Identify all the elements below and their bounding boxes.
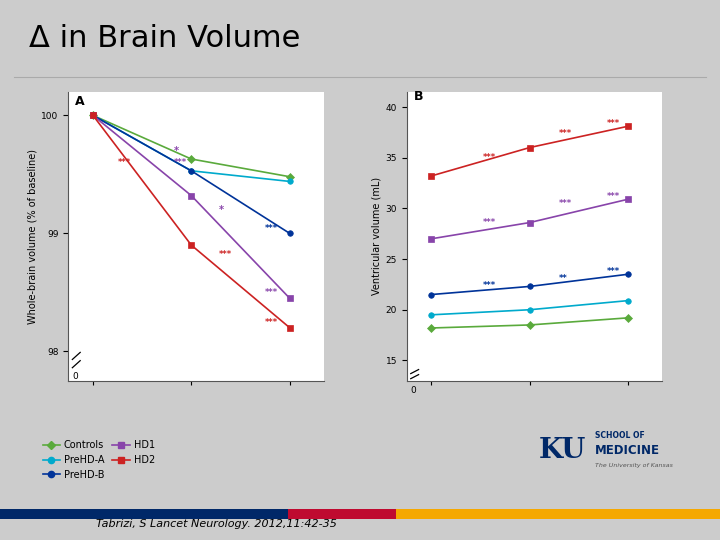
Text: 0: 0 xyxy=(411,386,417,395)
Text: **: ** xyxy=(559,274,568,283)
Y-axis label: Ventricular volume (mL): Ventricular volume (mL) xyxy=(372,177,382,295)
Text: Δ in Brain Volume: Δ in Brain Volume xyxy=(29,24,300,53)
Text: ***: *** xyxy=(606,192,619,201)
Text: ***: *** xyxy=(559,199,572,208)
Text: MEDICINE: MEDICINE xyxy=(595,444,660,457)
Text: ***: *** xyxy=(117,158,130,167)
Text: ***: *** xyxy=(482,218,495,227)
Bar xyxy=(0,509,288,519)
Text: ***: *** xyxy=(606,267,619,276)
Legend: Controls, PreHD-A, PreHD-B, HD1, HD2: Controls, PreHD-A, PreHD-B, HD1, HD2 xyxy=(42,440,155,480)
Text: ***: *** xyxy=(265,319,278,327)
Text: ***: *** xyxy=(559,129,572,138)
Text: Tabrizi, S Lancet Neurology. 2012,11:42-35: Tabrizi, S Lancet Neurology. 2012,11:42-… xyxy=(96,519,336,529)
Text: A: A xyxy=(76,96,85,109)
Text: SCHOOL OF: SCHOOL OF xyxy=(595,431,645,440)
Text: ***: *** xyxy=(482,153,495,162)
Y-axis label: Whole-brain volume (% of baseline): Whole-brain volume (% of baseline) xyxy=(27,148,37,324)
Text: ***: *** xyxy=(265,288,278,297)
Text: KU: KU xyxy=(539,437,585,464)
Text: ***: *** xyxy=(174,158,186,167)
Bar xyxy=(396,509,720,519)
Text: ***: *** xyxy=(606,119,619,128)
Text: *: * xyxy=(174,146,179,156)
Text: 0: 0 xyxy=(73,373,78,381)
Text: *: * xyxy=(219,205,224,215)
Text: ***: *** xyxy=(265,224,278,233)
Text: ***: *** xyxy=(482,281,495,290)
Text: The University of Kansas: The University of Kansas xyxy=(595,463,673,468)
Text: B: B xyxy=(414,90,423,103)
Text: ***: *** xyxy=(219,250,232,259)
Bar xyxy=(288,509,396,519)
